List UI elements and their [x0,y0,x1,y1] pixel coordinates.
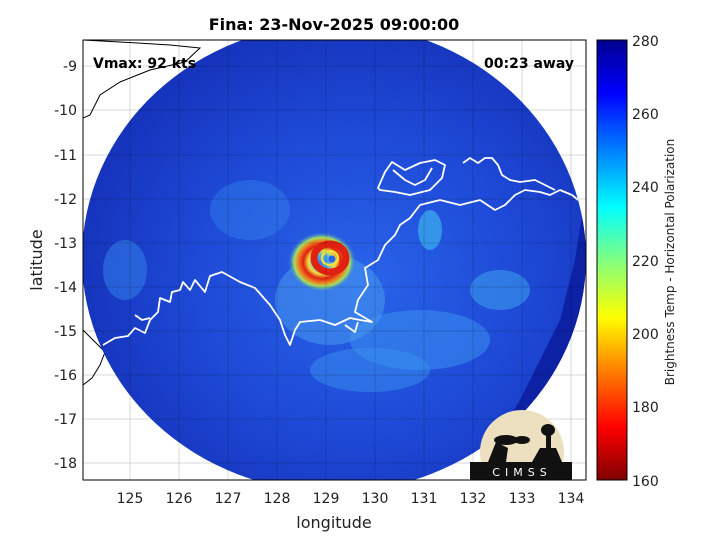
eyewall-ring [310,240,350,276]
vmax-label: Vmax: 92 kts [93,56,196,72]
colorbar-label: Brightness Temp - Horizontal Polarizatio… [663,139,677,386]
colorbar-tick-label: 180 [632,400,659,416]
coastline-inside-swath [102,157,579,346]
x-tick-label: 127 [215,491,242,507]
x-axis: 125 126 127 128 129 130 131 132 133 134 … [117,491,585,532]
time-away-label: 00:23 away [484,56,574,72]
colorbar-tick-label: 220 [632,254,659,270]
colorbar: 280 260 240 220 200 180 160 Brightness T… [596,34,677,490]
y-tick-label: -12 [54,192,77,208]
storm-eye [328,255,336,263]
eyewall-inner [320,249,340,267]
y-tick-label: -15 [54,324,77,340]
microwave-swath [83,40,586,480]
plot-frame [82,39,587,481]
figure-title: Fina: 23-Nov-2025 09:00:00 [209,15,460,34]
x-tick-label: 129 [313,491,340,507]
x-tick-label: 132 [460,491,487,507]
map-plot-area: CIMSS Vmax: 92 kts 00:23 away [82,39,587,481]
colorbar-tick-label: 260 [632,107,659,123]
x-tick-label: 128 [264,491,291,507]
rainband-patch [470,270,530,310]
y-axis: -9 -10 -11 -12 -13 -14 -15 -16 -17 -18 l… [27,59,77,472]
coastline-outside-swath [83,40,202,386]
x-tick-label: 133 [509,491,536,507]
colorbar-gradient [596,39,628,481]
rainband-patch [310,348,430,392]
colorbar-tick-label: 280 [632,34,659,50]
y-tick-label: -13 [54,236,77,252]
x-tick-label: 130 [362,491,389,507]
colorbar-tick-label: 200 [632,327,659,343]
y-tick-label: -9 [63,59,77,75]
cimss-logo-text: CIMSS [492,466,551,479]
colorbar-ticks: 280 260 240 220 200 180 160 [632,34,659,490]
colorbar-tick-label: 160 [632,474,659,490]
y-tick-label: -10 [54,103,77,119]
y-tick-label: -18 [54,456,77,472]
x-tick-label: 125 [117,491,144,507]
x-tick-label: 134 [558,491,585,507]
storm-eyewall [288,232,356,292]
rainband-patch [210,180,290,240]
y-tick-label: -17 [54,412,77,428]
y-axis-label: latitude [27,229,46,290]
y-tick-label: -11 [54,148,77,164]
rainband-patch [418,210,442,250]
x-axis-label: longitude [296,513,371,532]
x-tick-label: 126 [166,491,193,507]
cimss-logo: CIMSS [470,410,572,480]
x-tick-label: 131 [411,491,438,507]
y-tick-label: -16 [54,368,77,384]
colorbar-tick-label: 240 [632,180,659,196]
rainband-patch [103,240,147,300]
y-tick-label: -14 [54,280,77,296]
